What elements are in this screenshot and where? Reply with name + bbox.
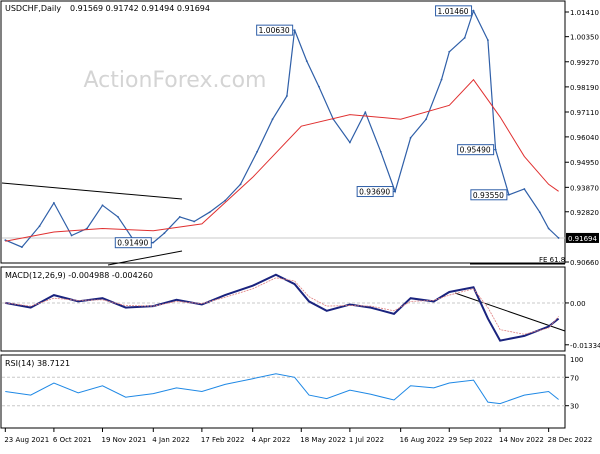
- price-label-text: 0.93550: [473, 191, 504, 200]
- price-point: [239, 183, 242, 186]
- price-point: [348, 141, 351, 144]
- watermark: ActionForex.com: [84, 68, 267, 93]
- x-tick-label: 19 Nov 2021: [101, 436, 146, 444]
- price-header-ohlc: 0.91569 0.91742 0.91494 0.91694: [70, 4, 210, 13]
- x-tick-label: 28 Dec 2022: [548, 436, 593, 444]
- macd-line: [5, 273, 560, 342]
- price-layer: [4, 9, 560, 249]
- price-series-line: [5, 9, 560, 248]
- price-panel-frame: [0, 0, 566, 264]
- macd-panel-frame: [0, 266, 566, 352]
- rsi-tick-label: 70: [570, 374, 579, 382]
- price-point: [379, 150, 382, 153]
- price-point: [193, 220, 196, 223]
- price-point: [163, 232, 166, 235]
- price-axis: 1.01410 1.00350 0.99270 0.98190 0.97110 0.960…: [565, 9, 599, 267]
- price-point: [4, 239, 7, 242]
- triangle-upper-trendline: [1, 182, 183, 200]
- x-tick-label: 18 May 2022: [300, 436, 346, 444]
- price-labels: 1.00630 1.01460 0.93690 0.95490 0.93550 0.914…: [114, 5, 509, 249]
- price-point: [557, 237, 560, 239]
- price-label-text: 0.91490: [117, 239, 148, 248]
- rsi-header: RSI(14) 38.7121: [5, 359, 70, 368]
- price-header-symbol: USDCHF,Daily: [5, 4, 61, 13]
- price-point: [463, 36, 466, 39]
- price-point: [425, 118, 427, 121]
- price-label-text: 1.01460: [438, 7, 469, 16]
- price-point: [448, 50, 451, 53]
- price-tick-label: 0.97110: [570, 109, 599, 117]
- price-point: [364, 111, 367, 114]
- macd-layer: [2, 273, 565, 342]
- x-tick-label: 29 Sep 2022: [448, 436, 492, 444]
- price-point: [440, 78, 443, 81]
- macd-axis: 0.00 -0.01334: [565, 300, 600, 350]
- price-tick-label: 0.93870: [570, 184, 599, 192]
- x-axis: 23 Aug 2021 6 Oct 2021 19 Nov 2021 4 Jan 20…: [4, 428, 592, 444]
- macd-signal-line: [5, 277, 559, 335]
- price-point: [318, 85, 320, 88]
- price-tick-label: 0.92820: [570, 209, 599, 217]
- rsi-panel-frame: [0, 354, 566, 429]
- price-point: [208, 211, 211, 214]
- rsi-axis: 100 70 30: [565, 356, 583, 411]
- macd-trendline: [454, 292, 566, 332]
- x-tick-label: 14 Nov 2022: [499, 436, 544, 444]
- x-tick-label: 23 Aug 2021: [4, 436, 49, 444]
- rsi-top-tick-label: 100: [570, 356, 583, 364]
- price-point: [305, 60, 308, 62]
- price-point: [117, 215, 119, 218]
- last-price-label: 0.91694: [568, 235, 597, 243]
- x-tick-label: 4 Apr 2022: [252, 436, 291, 444]
- price-tick-label: 0.94950: [570, 159, 599, 167]
- price-point: [53, 202, 55, 204]
- moving-average-line: [5, 78, 559, 242]
- price-point: [271, 118, 274, 121]
- price-point: [409, 136, 412, 139]
- fe-label: FE 61.8: [539, 256, 565, 264]
- price-tick-label: 0.96040: [570, 134, 599, 142]
- x-tick-label: 17 Feb 2022: [201, 436, 245, 444]
- price-tick-label: 0.98190: [570, 84, 599, 92]
- price-tick-label: 1.00350: [570, 34, 599, 42]
- last-price-box: [566, 232, 599, 243]
- price-tick-label: 0.90660: [570, 259, 599, 267]
- x-tick-label: 1 Jul 2022: [349, 436, 384, 444]
- price-point: [38, 225, 41, 228]
- price-point: [178, 215, 181, 218]
- price-tick-label: 0.99270: [570, 59, 599, 67]
- price-point: [286, 95, 288, 97]
- price-point: [101, 204, 104, 207]
- rsi-line: [5, 373, 559, 405]
- x-tick-label: 4 Jan 2022: [152, 436, 190, 444]
- price-point: [20, 246, 23, 249]
- price-point: [86, 227, 88, 230]
- price-point: [547, 227, 550, 230]
- price-label-text: 1.00630: [259, 26, 290, 35]
- price-label-text: 0.93690: [359, 188, 390, 197]
- macd-tick-label: -0.01334: [570, 342, 600, 350]
- price-point: [70, 234, 73, 237]
- rsi-layer: [2, 373, 565, 407]
- x-tick-label: 6 Oct 2021: [53, 436, 92, 444]
- price-label-text: 0.95490: [460, 146, 491, 155]
- x-tick-label: 16 Aug 2022: [400, 436, 445, 444]
- macd-header: MACD(12,26,9) -0.004988 -0.004260: [5, 271, 153, 280]
- macd-tick-label: 0.00: [570, 300, 586, 308]
- price-point: [224, 199, 226, 202]
- price-tick-label: 1.01410: [570, 9, 599, 17]
- price-point: [256, 150, 259, 153]
- triangle-lower-trendline: [107, 250, 183, 266]
- price-point: [538, 211, 541, 214]
- rsi-tick-label: 30: [570, 403, 579, 411]
- price-point: [487, 39, 489, 42]
- price-point: [523, 188, 526, 190]
